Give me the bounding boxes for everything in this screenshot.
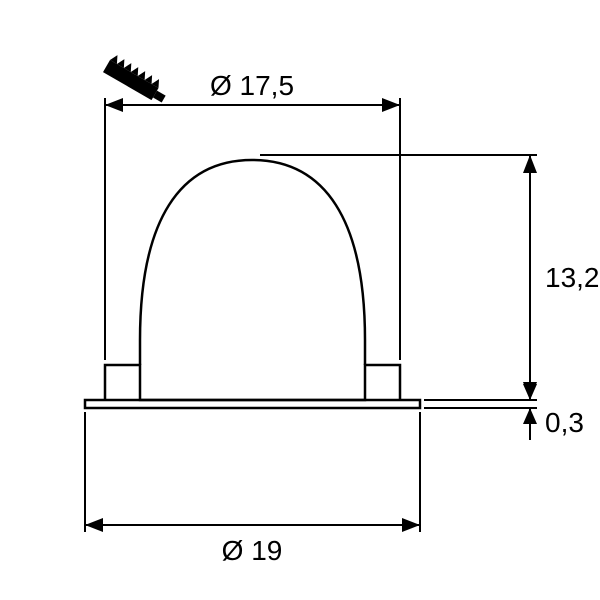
saw-icon (103, 53, 171, 105)
label-height: 13,2 (545, 262, 600, 293)
label-overall-diameter: Ø 19 (222, 535, 283, 566)
label-cutout-diameter: Ø 17,5 (210, 70, 294, 101)
dim-cutout-diameter: Ø 17,5 (105, 70, 400, 360)
dim-flange-thickness: 0,3 (424, 375, 584, 440)
product-outline (85, 160, 420, 408)
technical-drawing: { "type": "technical-drawing", "product"… (0, 0, 600, 600)
drawing-svg: Ø 17,5 Ø 19 13,2 0,3 (0, 0, 600, 600)
dim-overall-diameter: Ø 19 (85, 412, 420, 566)
dim-height: 13,2 (260, 155, 600, 400)
label-flange-thickness: 0,3 (545, 407, 584, 438)
